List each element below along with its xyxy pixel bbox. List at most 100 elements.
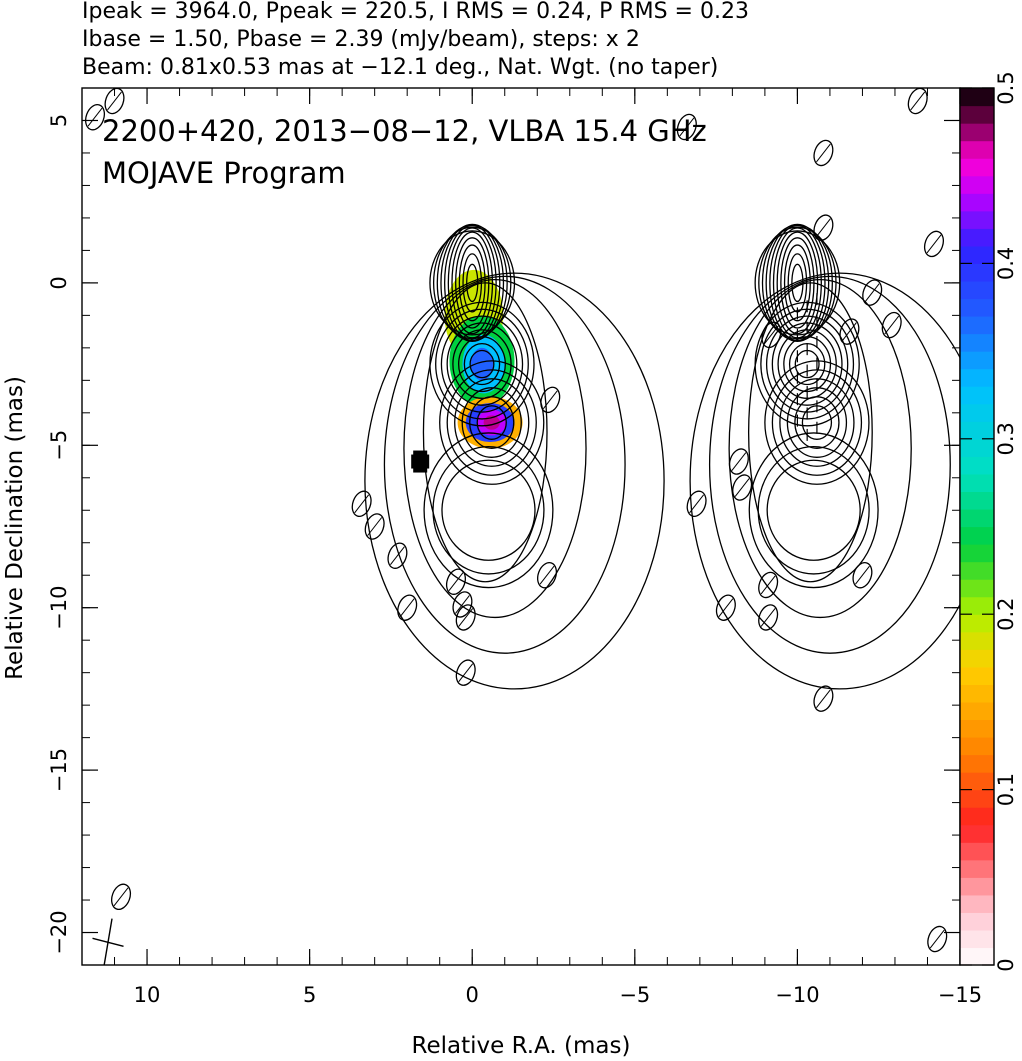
x-axis-label: Relative R.A. (mas) bbox=[412, 1033, 631, 1059]
noise-island-11 bbox=[536, 561, 558, 589]
colorbar-swatch-25 bbox=[960, 508, 994, 528]
noise-island-tick-15 bbox=[718, 598, 734, 618]
colorbar-swatch-35 bbox=[960, 333, 994, 352]
annotation-title: 2200+420, 2013−08−12, VLBA 15.4 GHz bbox=[102, 114, 707, 148]
envelope-p1-1 bbox=[728, 278, 912, 619]
noise-island-13 bbox=[676, 113, 697, 141]
colorbar-swatch-13 bbox=[960, 719, 994, 738]
x-tick-label-2: 0 bbox=[466, 983, 479, 1007]
y-tick-label-5: −20 bbox=[47, 910, 71, 954]
noise-island-tick-18 bbox=[760, 575, 776, 595]
noise-island-10 bbox=[455, 659, 476, 686]
x-tick-label-3: −5 bbox=[619, 983, 650, 1007]
noise-island-tick-24 bbox=[842, 322, 857, 341]
colorbar-tick-label-4: 0.4 bbox=[994, 247, 1018, 280]
colorbar-swatch-30 bbox=[960, 421, 994, 440]
noise-island-8 bbox=[452, 591, 473, 618]
colorbar-tick-label-1: 0.1 bbox=[994, 773, 1018, 806]
noise-island-17 bbox=[732, 474, 753, 501]
colorbar-tick-label-5: 0.5 bbox=[994, 71, 1018, 104]
noise-island-tick-20 bbox=[763, 325, 779, 345]
noise-island-12 bbox=[540, 386, 561, 414]
colorbar-swatch-16 bbox=[960, 666, 994, 685]
colorbar-tick-label-0: 0 bbox=[994, 958, 1018, 971]
noise-island-7 bbox=[445, 568, 466, 595]
contour-p1-c3-1 bbox=[757, 445, 870, 575]
colorbar-swatch-17 bbox=[960, 649, 994, 668]
envelope-p0-2 bbox=[383, 275, 626, 654]
noise-island-5 bbox=[387, 542, 408, 569]
x-tick-label-5: −15 bbox=[938, 983, 982, 1007]
contour-p1-c2-2 bbox=[779, 378, 855, 467]
contour-p0-c0-6 bbox=[451, 231, 494, 335]
colorbar-swatch-34 bbox=[960, 351, 994, 370]
contour-p1-c2-1 bbox=[771, 369, 863, 476]
contour-p1-c3-0 bbox=[766, 459, 861, 561]
marker-box-h bbox=[411, 454, 430, 469]
header-line-1: Ipeak = 3964.0, Ppeak = 220.5, I RMS = 0… bbox=[82, 0, 749, 24]
noise-island-18 bbox=[758, 571, 779, 599]
contour-p0-c1-2 bbox=[440, 315, 524, 413]
x-tick-label-4: −10 bbox=[775, 983, 819, 1007]
annotation-program: MOJAVE Program bbox=[102, 156, 346, 190]
noise-island-tick-10 bbox=[458, 663, 474, 682]
noise-island-0 bbox=[84, 104, 106, 131]
noise-island-27 bbox=[881, 311, 902, 339]
colorbar-swatch-21 bbox=[960, 579, 994, 598]
contour-p0-c2-5 bbox=[476, 405, 507, 440]
contour-p1-c2-4 bbox=[794, 396, 840, 449]
contour-p0-c1-6 bbox=[463, 342, 501, 386]
component-marker bbox=[411, 450, 430, 473]
envelope-p0-0 bbox=[422, 282, 548, 583]
noise-island-tick-11 bbox=[539, 565, 555, 585]
y-tick-label-0: 5 bbox=[47, 114, 71, 127]
noise-island-16 bbox=[728, 448, 749, 475]
noise-island-25 bbox=[852, 561, 873, 589]
contour-p0-c2-3 bbox=[461, 387, 522, 458]
noise-island-tick-8 bbox=[455, 595, 470, 614]
colorbar-swatch-1 bbox=[960, 929, 994, 949]
contour-p0-c2-0 bbox=[439, 360, 545, 485]
noise-island-3 bbox=[351, 490, 372, 517]
colorbar-swatch-4 bbox=[960, 877, 994, 896]
colorbar-swatch-38 bbox=[960, 280, 994, 300]
noise-island-19 bbox=[758, 604, 779, 631]
pol-patch-3 bbox=[470, 347, 494, 381]
colorbar-swatch-14 bbox=[960, 701, 994, 721]
noise-island-tick-6 bbox=[399, 598, 415, 618]
contour-p0-c1-3 bbox=[446, 322, 518, 406]
colorbar-swatch-28 bbox=[960, 456, 994, 475]
contour-p0-c2-2 bbox=[454, 378, 530, 467]
contour-p0-c1-7 bbox=[469, 349, 495, 379]
noise-island-1 bbox=[104, 88, 125, 115]
noise-island-24 bbox=[839, 318, 860, 345]
x-tick-label-1: 5 bbox=[303, 983, 316, 1007]
header-line-2: Ibase = 1.50, Pbase = 2.39 (mJy/beam), s… bbox=[82, 27, 640, 52]
contour-p0-c2-4 bbox=[469, 396, 515, 449]
noise-island-tick-5 bbox=[390, 546, 405, 566]
noise-island-21 bbox=[813, 139, 834, 167]
colorbar-swatch-12 bbox=[960, 736, 994, 756]
colorbar-swatch-22 bbox=[960, 561, 994, 580]
contour-p1-c0-3 bbox=[765, 223, 830, 342]
beam-major-axis bbox=[103, 918, 113, 965]
header-line-3: Beam: 0.81x0.53 mas at −12.1 deg., Nat. … bbox=[82, 55, 718, 80]
colorbar-swatch-19 bbox=[960, 614, 994, 633]
colorbar-swatch-23 bbox=[960, 544, 994, 563]
colorbar-swatch-20 bbox=[960, 596, 994, 615]
colorbar-swatch-32 bbox=[960, 386, 994, 405]
colorbar-swatch-5 bbox=[960, 859, 994, 878]
colorbar-swatch-39 bbox=[960, 263, 994, 282]
contour-p0-c1-5 bbox=[457, 336, 506, 393]
colorbar-tick-label-2: 0.2 bbox=[994, 597, 1018, 630]
envelope-p0-3 bbox=[364, 272, 665, 690]
colorbar-swatch-49 bbox=[960, 88, 994, 107]
contour-p0-c0-4 bbox=[444, 224, 501, 342]
noise-island-6 bbox=[397, 594, 418, 621]
colorbar-swatch-44 bbox=[960, 175, 994, 194]
colorbar-swatch-36 bbox=[960, 316, 994, 335]
envelope-p0-1 bbox=[403, 278, 587, 619]
contour-p0-c1-1 bbox=[435, 308, 529, 420]
y-axis-label: Relative Declination (mas) bbox=[2, 376, 28, 680]
